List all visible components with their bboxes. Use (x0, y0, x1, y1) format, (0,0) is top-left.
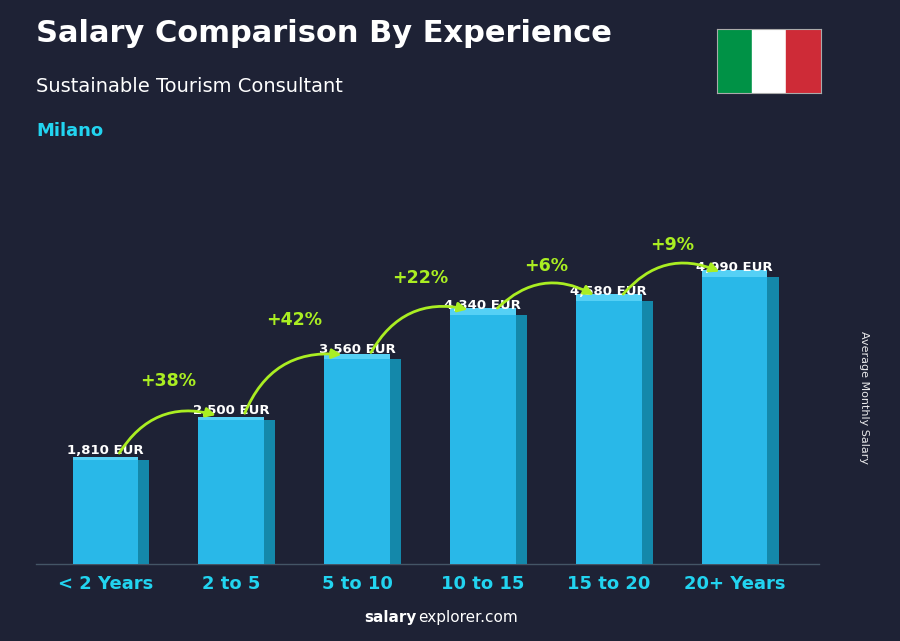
Bar (717, 29, 752, 93)
Bar (576, 301, 642, 564)
Text: +9%: +9% (650, 236, 694, 254)
Polygon shape (198, 417, 264, 420)
Polygon shape (702, 270, 768, 278)
Text: 4,990 EUR: 4,990 EUR (697, 261, 773, 274)
Bar (752, 29, 787, 93)
Bar (73, 460, 138, 564)
Text: 2,500 EUR: 2,500 EUR (193, 404, 269, 417)
Text: Milano: Milano (36, 122, 104, 140)
Text: +38%: +38% (140, 372, 196, 390)
Text: +6%: +6% (524, 257, 568, 275)
Polygon shape (390, 360, 401, 564)
Polygon shape (450, 308, 516, 315)
Polygon shape (264, 420, 275, 564)
Polygon shape (642, 301, 652, 564)
Text: Salary Comparison By Experience: Salary Comparison By Experience (36, 19, 612, 48)
Text: 4,340 EUR: 4,340 EUR (445, 299, 521, 312)
Text: salary: salary (364, 610, 417, 625)
Text: +22%: +22% (392, 269, 448, 287)
Polygon shape (73, 458, 138, 460)
Text: 1,810 EUR: 1,810 EUR (67, 444, 143, 457)
Text: Average Monthly Salary: Average Monthly Salary (859, 331, 869, 464)
Polygon shape (516, 315, 526, 564)
Text: explorer.com: explorer.com (418, 610, 518, 625)
Text: +42%: +42% (266, 311, 322, 329)
Bar (198, 420, 264, 564)
Text: 3,560 EUR: 3,560 EUR (319, 344, 395, 356)
Bar (450, 315, 516, 564)
Polygon shape (576, 294, 642, 301)
Polygon shape (768, 278, 778, 564)
Polygon shape (324, 354, 390, 360)
Bar (787, 29, 821, 93)
Bar (702, 278, 768, 564)
Bar (324, 360, 390, 564)
Text: Sustainable Tourism Consultant: Sustainable Tourism Consultant (36, 77, 343, 96)
Text: 4,580 EUR: 4,580 EUR (571, 285, 647, 297)
Polygon shape (138, 460, 149, 564)
